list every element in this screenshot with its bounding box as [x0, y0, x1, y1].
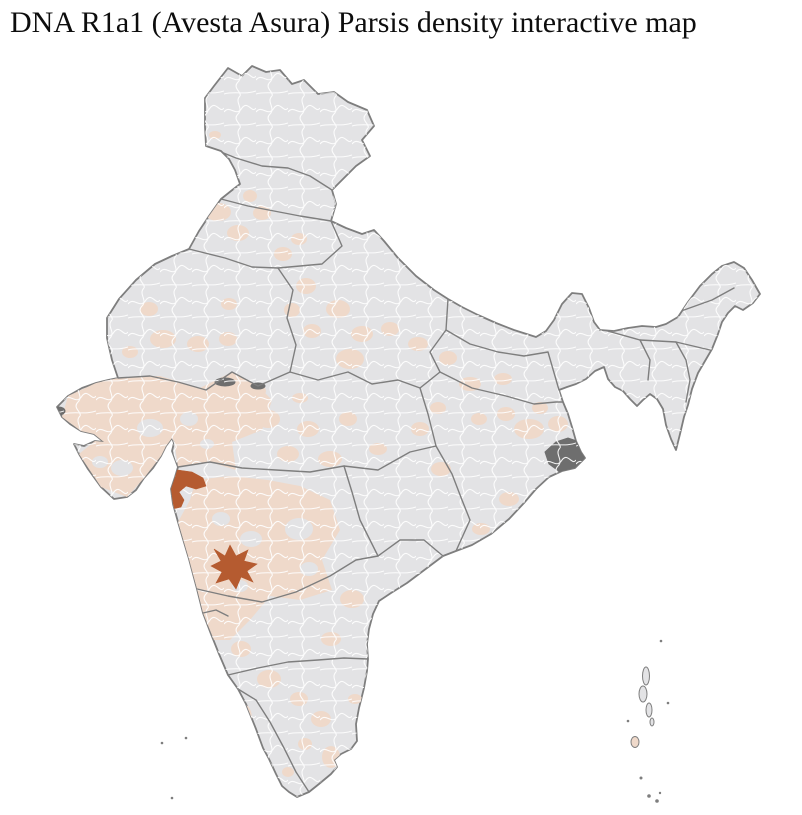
high-density-district-coastal-dot[interactable] [166, 531, 172, 537]
high-density-district-deccan[interactable] [210, 544, 258, 590]
lakshadweep-islands[interactable] [160, 736, 188, 800]
district-borders-mesh [57, 66, 760, 797]
andaman-nicobar-islands[interactable] [626, 639, 670, 803]
page-title: DNA R1a1 (Avesta Asura) Parsis density i… [10, 6, 697, 39]
